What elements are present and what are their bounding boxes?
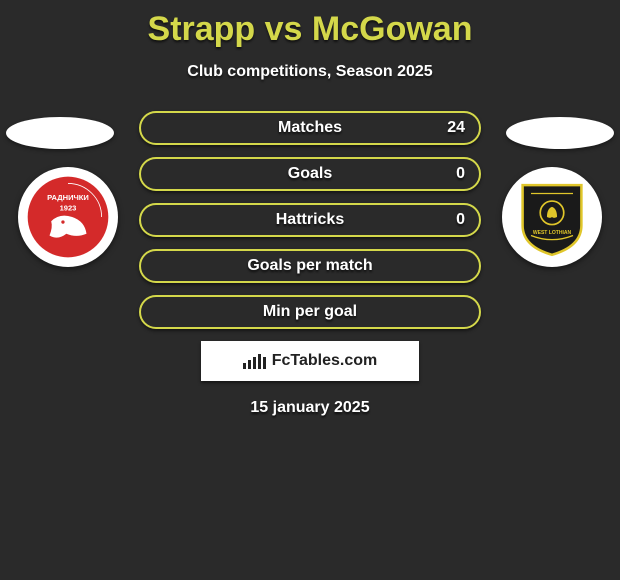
stat-label: Goals per match	[247, 257, 372, 275]
stat-label: Hattricks	[276, 211, 344, 229]
team-crest-right: WEST LOTHIAN	[510, 175, 594, 259]
stat-label: Matches	[278, 119, 342, 137]
team-crest-left: РАДНИЧКИ 1923	[26, 175, 110, 259]
stat-row: Goals 0	[139, 157, 481, 191]
team-badge-right: WEST LOTHIAN	[502, 167, 602, 267]
stat-label: Goals	[288, 165, 332, 183]
stat-label: Min per goal	[263, 303, 357, 321]
crest-right-label: WEST LOTHIAN	[533, 230, 572, 236]
ellipse-right	[506, 117, 614, 149]
date-text: 15 january 2025	[0, 399, 620, 417]
stat-row: Min per goal	[139, 295, 481, 329]
crest-left-sub: 1923	[60, 203, 77, 212]
stat-value: 24	[447, 119, 465, 137]
comparison-panel: РАДНИЧКИ 1923 WEST LOTHIAN Matches 24 Goal…	[0, 111, 620, 417]
stat-row: Goals per match	[139, 249, 481, 283]
bar-chart-icon	[243, 353, 266, 369]
stats-list: Matches 24 Goals 0 Hattricks 0 Goals per match…	[139, 111, 481, 329]
stat-value: 0	[456, 165, 465, 183]
stat-row: Matches 24	[139, 111, 481, 145]
ellipse-left	[6, 117, 114, 149]
stat-row: Hattricks 0	[139, 203, 481, 237]
page-title: Strapp vs McGowan	[0, 0, 620, 49]
crest-left-label: РАДНИЧКИ	[47, 193, 89, 202]
brand-text: FcTables.com	[272, 352, 378, 370]
stat-value: 0	[456, 211, 465, 229]
brand-box: FcTables.com	[201, 341, 419, 381]
team-badge-left: РАДНИЧКИ 1923	[18, 167, 118, 267]
subtitle: Club competitions, Season 2025	[0, 63, 620, 81]
